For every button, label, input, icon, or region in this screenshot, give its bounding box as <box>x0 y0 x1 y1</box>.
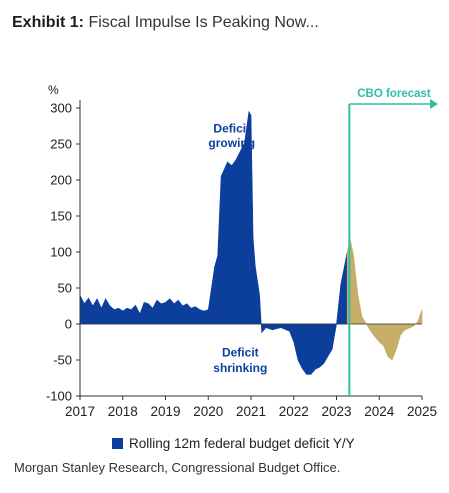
exhibit-title: Exhibit 1: Fiscal Impulse Is Peaking Now… <box>12 14 319 32</box>
exhibit-title-bold: Exhibit 1: <box>12 14 85 31</box>
annotation-3: shrinking <box>213 361 267 375</box>
source-note: Morgan Stanley Research, Congressional B… <box>14 460 341 475</box>
x-tick-label: 2023 <box>321 404 351 419</box>
x-tick-label: 2022 <box>279 404 309 419</box>
x-tick-label: 2018 <box>108 404 138 419</box>
legend-label: Rolling 12m federal budget deficit Y/Y <box>129 436 355 451</box>
series-area-0 <box>79 110 348 375</box>
annotation-1: growing <box>208 136 255 150</box>
x-tick-label: 2025 <box>407 404 437 419</box>
y-tick-label: 100 <box>50 245 72 260</box>
y-tick-label: 250 <box>50 137 72 152</box>
y-tick-label: 150 <box>50 209 72 224</box>
x-tick-label: 2020 <box>193 404 223 419</box>
x-tick-label: 2019 <box>150 404 180 419</box>
exhibit-title-text: Fiscal Impulse Is Peaking Now... <box>88 14 319 31</box>
forecast-arrow-head <box>430 99 438 109</box>
forecast-label: CBO forecast <box>357 88 431 100</box>
annotation-0: Deficit <box>213 121 250 135</box>
x-tick-label: 2017 <box>65 404 95 419</box>
x-tick-label: 2024 <box>364 404 395 419</box>
y-tick-label: 0 <box>65 317 72 332</box>
y-tick-label: 200 <box>50 173 72 188</box>
x-tick-label: 2021 <box>236 404 266 419</box>
y-tick-label: 300 <box>50 101 72 116</box>
legend: Rolling 12m federal budget deficit Y/Y <box>112 436 355 451</box>
series-area-1 <box>346 238 423 361</box>
y-tick-label: -100 <box>46 389 72 404</box>
legend-swatch <box>112 438 123 449</box>
y-axis-unit: % <box>48 83 59 97</box>
y-tick-label: 50 <box>58 281 72 296</box>
y-tick-label: -50 <box>53 353 72 368</box>
annotation-2: Deficit <box>222 345 259 359</box>
